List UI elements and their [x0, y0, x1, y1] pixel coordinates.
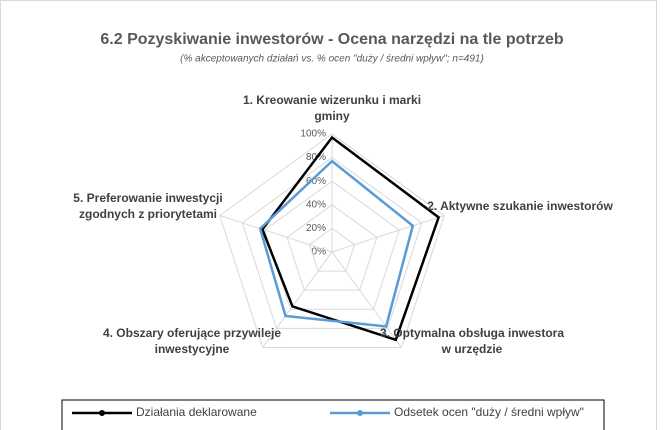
grid-ring [241, 156, 423, 329]
y-tick-label: 20% [306, 223, 326, 234]
category-label: 4. Obszary oferujące przywileje inwestyc… [102, 326, 282, 356]
grid-ring [264, 180, 400, 310]
legend-label: Odsetek ocen "duży / średni wpływ" [394, 405, 584, 419]
legend-marker [357, 410, 363, 416]
axis-line [331, 215, 445, 253]
category-label: 1. Kreowanie wizerunku i marki gminy [242, 93, 422, 123]
category-label: 3. Optymalna obsługa inwestora w urzędzi… [379, 326, 565, 356]
y-tick-label: 0% [312, 247, 327, 258]
axis-line [331, 251, 402, 348]
chart-title: 6.2 Pozyskiwanie inwestorów - Ocena narz… [100, 31, 563, 48]
axis-line [219, 215, 333, 253]
category-label: 2. Aktywne szukanie inwestorów [427, 199, 613, 213]
y-tick-label: 40% [306, 199, 326, 210]
chart-subtitle: (% akceptowanych działań vs. % ocen "duż… [180, 54, 484, 65]
category-label: 5. Preferowanie inwestycji zgodnych z pr… [73, 191, 223, 221]
y-tick-label: 100% [300, 129, 326, 140]
axis-line [262, 251, 333, 348]
legend-label: Działania deklarowane [136, 405, 257, 419]
legend-box [61, 399, 605, 430]
legend-marker [99, 410, 105, 416]
grid-ring [219, 133, 445, 348]
y-tick-label: 60% [306, 176, 326, 187]
grid-ring [308, 227, 356, 272]
grid-ring [286, 204, 378, 291]
series-line [258, 159, 415, 328]
